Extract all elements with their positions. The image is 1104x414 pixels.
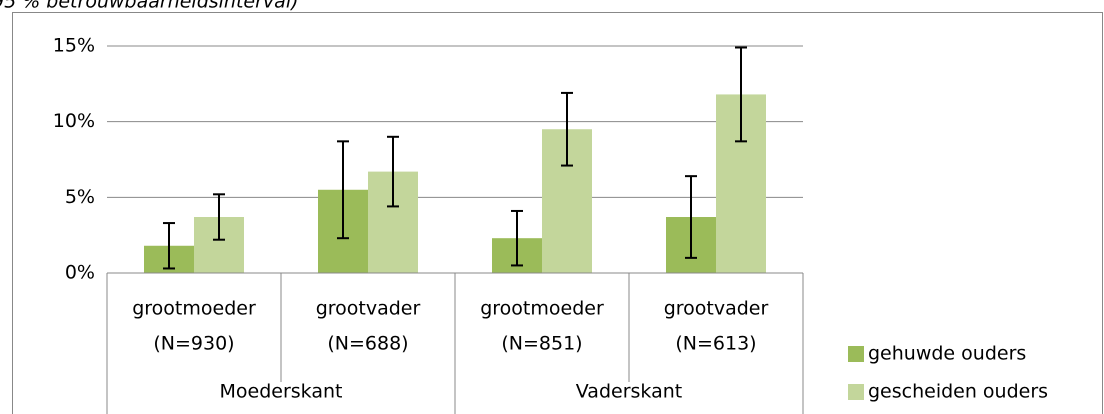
error-bar [163,222,175,270]
x-tick-label: (N=930) [153,333,234,355]
chart-title: 95 % betrouwbaarheidsinterval) [0,0,299,13]
x-tick-label: (N=688) [327,333,408,355]
y-tick-label: 15% [53,35,95,57]
x-tick-label: grootmoeder [480,298,604,320]
y-tick-label: 5% [65,186,95,208]
y-tick-label: 10% [53,110,95,132]
x-tick-label: (N=851) [501,333,582,355]
group-label: Moederskant [220,381,343,403]
legend-label: gescheiden ouders [868,381,1048,403]
error-bar [685,175,697,259]
y-tick-label: 0% [65,262,95,284]
legend-label: gehuwde ouders [868,343,1026,365]
chart-border [12,12,1103,414]
legend-swatch [848,346,864,362]
x-tick-label: grootvader [664,298,769,320]
x-tick-label: (N=613) [675,333,756,355]
group-label: Vaderskant [576,381,682,403]
x-tick-label: grootvader [316,298,421,320]
error-bar [511,209,523,267]
legend-swatch [848,384,864,400]
error-bar [735,46,747,143]
error-bar [337,140,349,240]
x-tick-label: grootmoeder [132,298,256,320]
error-bar [213,193,225,241]
error-bar [561,91,573,167]
error-bar [387,135,399,208]
